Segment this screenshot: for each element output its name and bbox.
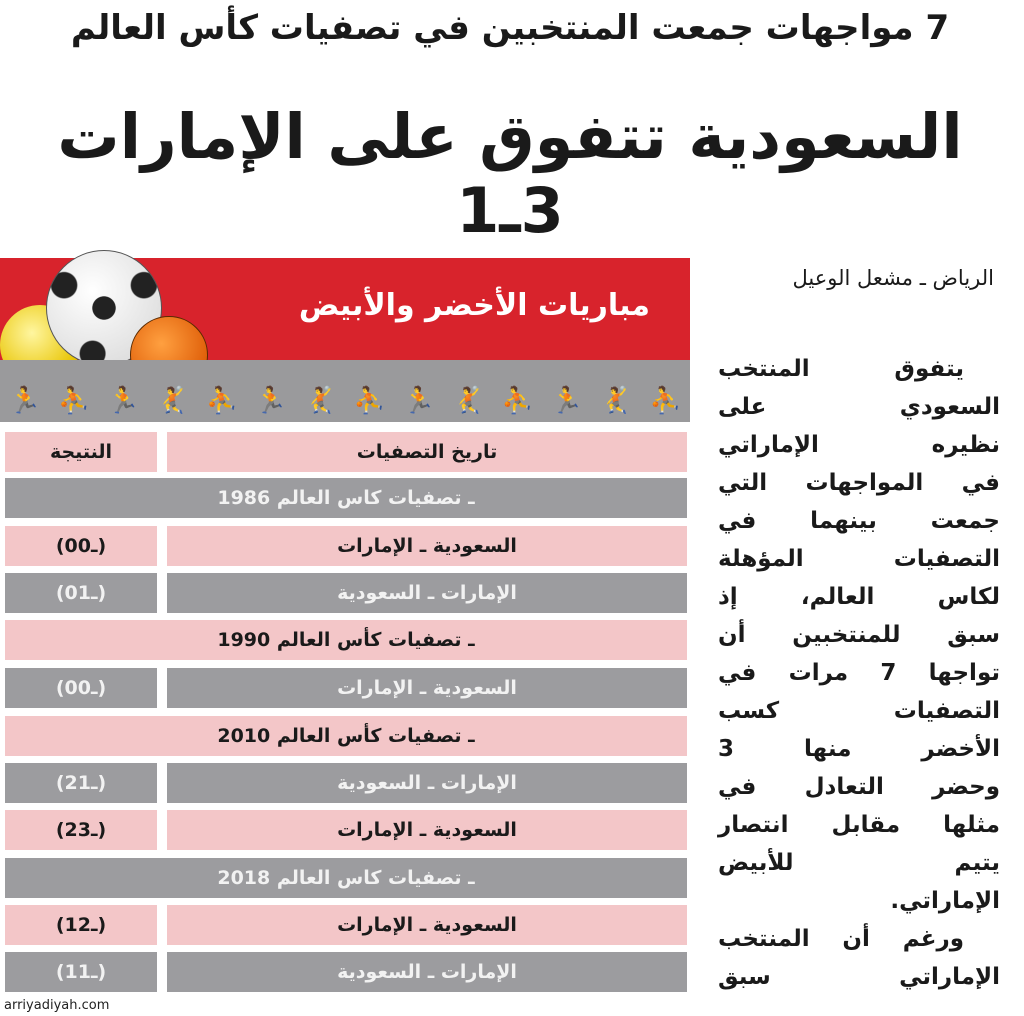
section-row: ـ تصفيات كأس العالم 2010	[5, 716, 687, 756]
match-cell: الإمارات ـ السعودية	[167, 952, 687, 992]
body-line: في المواجهات التي	[718, 470, 1000, 496]
body-line: الأخضر منها 3	[718, 736, 1000, 762]
body-line: التصفيات المؤهلة	[718, 546, 1000, 572]
match-cell: السعودية ـ الإمارات	[167, 905, 687, 945]
body-line: وحضر التعادل في	[718, 774, 1000, 800]
match-cell: السعودية ـ الإمارات	[167, 526, 687, 566]
section-label: ـ تصفيات كأس العالم 1990	[5, 620, 687, 660]
result-cell: (0ـ0)	[5, 526, 157, 566]
section-label: ـ تصفيات كاس العالم 2018	[5, 858, 687, 898]
body-line: يتيم للأبيض	[718, 850, 1000, 876]
table-row: السعودية ـ الإمارات (2ـ3)	[5, 810, 687, 850]
body-line: ورغم أن المنتخب	[718, 926, 964, 952]
section-label: ـ تصفيات كاس العالم 1986	[5, 478, 687, 518]
watermark: arriyadiyah.com	[4, 998, 110, 1013]
table-title: مباريات الأخضر والأبيض	[298, 288, 650, 323]
body-line: يتفوق المنتخب	[718, 356, 964, 382]
result-cell: (0ـ0)	[5, 668, 157, 708]
table-row: السعودية ـ الإمارات (1ـ2)	[5, 905, 687, 945]
match-cell: السعودية ـ الإمارات	[167, 810, 687, 850]
main-headline: السعودية تتفوق على الإمارات 3ـ1	[57, 100, 963, 248]
body-line: لكاس العالم، إذ	[718, 584, 1000, 610]
kicker-headline: 7 مواجهات جمعت المنتخبين في تصفيات كأس ا…	[70, 8, 950, 48]
header-result: النتيجة	[5, 432, 157, 472]
article-body: يتفوق المنتخب السعودي على نظيره الإماراتي ف…	[718, 350, 1000, 996]
section-row: ـ تصفيات كاس العالم 1986	[5, 478, 687, 518]
byline: الرياض ـ مشعل الوعيل	[792, 266, 995, 290]
table-row: السعودية ـ الإمارات (0ـ0)	[5, 526, 687, 566]
body-line: الإماراتي.	[890, 888, 1000, 914]
table-row: السعودية ـ الإمارات (0ـ0)	[5, 668, 687, 708]
body-line: سبق للمنتخبين أن	[718, 622, 1000, 648]
athlete-silhouettes: 🏃 ⛹ 🏃 🤾 ⛹ 🏃 🤾 ⛹ 🏃 🤾 ⛹ 🏃 🤾 ⛹	[0, 360, 690, 422]
match-cell: الإمارات ـ السعودية	[167, 573, 687, 613]
match-cell: الإمارات ـ السعودية	[167, 763, 687, 803]
table-header: تاريخ التصفيات النتيجة	[5, 432, 687, 472]
body-line: مثلها مقابل انتصار	[718, 812, 1000, 838]
body-line: جمعت بينهما في	[718, 508, 1000, 534]
table-row: الإمارات ـ السعودية (1ـ1)	[5, 952, 687, 992]
result-cell: (1ـ2)	[5, 905, 157, 945]
result-cell: (2ـ3)	[5, 810, 157, 850]
result-cell: (0ـ1)	[5, 573, 157, 613]
table-row: الإمارات ـ السعودية (0ـ1)	[5, 573, 687, 613]
result-cell: (1ـ1)	[5, 952, 157, 992]
match-cell: السعودية ـ الإمارات	[167, 668, 687, 708]
result-cell: (2ـ1)	[5, 763, 157, 803]
body-line: نظيره الإماراتي	[718, 432, 1000, 458]
body-line: السعودي على	[718, 394, 1000, 420]
body-line: التصفيات كسب	[718, 698, 1000, 724]
body-line: الإماراتي سبق	[718, 964, 1000, 990]
section-label: ـ تصفيات كأس العالم 2010	[5, 716, 687, 756]
table-row: الإمارات ـ السعودية (2ـ1)	[5, 763, 687, 803]
section-row: ـ تصفيات كاس العالم 2018	[5, 858, 687, 898]
body-line: تواجها 7 مرات في	[718, 660, 1000, 686]
header-date: تاريخ التصفيات	[167, 432, 687, 472]
section-row: ـ تصفيات كأس العالم 1990	[5, 620, 687, 660]
